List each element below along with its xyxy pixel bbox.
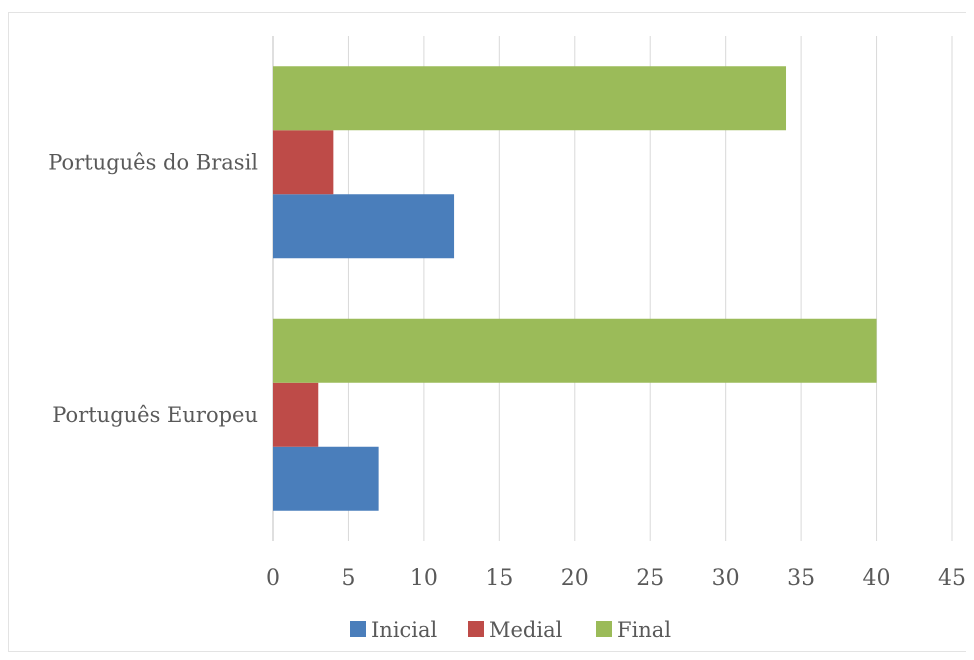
x-tick-label: 5 [341, 566, 355, 591]
legend-swatch-inicial [350, 621, 366, 637]
bar-inicial [273, 446, 379, 511]
legend-label: Medial [489, 618, 563, 642]
bar-inicial [273, 194, 455, 259]
legend-swatch-final [596, 621, 612, 637]
x-tick-label: 15 [485, 566, 513, 591]
bar-final [273, 318, 877, 383]
x-tick-label: 25 [636, 566, 664, 591]
bar-medial [273, 382, 319, 447]
x-tick-label: 20 [561, 566, 589, 591]
x-tick-label: 40 [863, 566, 891, 591]
x-tick-label: 35 [787, 566, 815, 591]
legend-label: Inicial [371, 618, 438, 642]
x-tick-label: 30 [712, 566, 740, 591]
category-label: Português do Brasil [48, 150, 258, 174]
bar-medial [273, 130, 334, 195]
x-tick-label: 0 [266, 566, 280, 591]
x-tick-label: 45 [938, 566, 966, 591]
category-label: Português Europeu [52, 403, 258, 427]
bar-final [273, 66, 787, 131]
x-tick-label: 10 [410, 566, 438, 591]
legend-label: Final [617, 618, 671, 642]
legend-swatch-medial [468, 621, 484, 637]
